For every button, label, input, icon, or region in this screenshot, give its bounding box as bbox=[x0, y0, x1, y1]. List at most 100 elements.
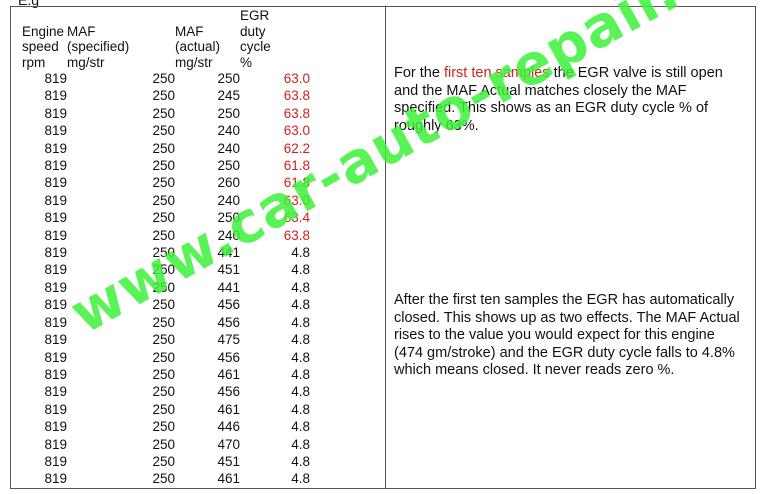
table-row: 819 250 451 4.8 bbox=[22, 453, 310, 470]
column-header-line: MAF bbox=[175, 23, 204, 39]
table-cell: 4.8 bbox=[291, 245, 310, 261]
table-cell: 250 bbox=[152, 210, 175, 226]
table-cell: 250 bbox=[217, 71, 240, 86]
table-cell: 250 bbox=[152, 332, 175, 348]
table-cell: 4.8 bbox=[291, 262, 310, 278]
table-cell: 819 bbox=[44, 105, 67, 121]
table-cell: 4.8 bbox=[291, 332, 310, 348]
table-cell: 250 bbox=[152, 384, 175, 400]
table-cell: 250 bbox=[152, 262, 175, 278]
table-row: 819 250 250 63.0 bbox=[22, 70, 310, 87]
table-cell: 819 bbox=[44, 245, 67, 261]
table-cell: 250 bbox=[152, 419, 175, 435]
table-cell: 819 bbox=[44, 401, 67, 417]
table-cell: 819 bbox=[44, 419, 67, 435]
column-header-line: mg/str bbox=[67, 54, 105, 70]
column-header: MAF (actual) mg/str bbox=[175, 8, 240, 70]
table-row: 819 250 250 63.8 bbox=[22, 105, 310, 122]
table-cell: 819 bbox=[44, 436, 67, 452]
column-header-line: rpm bbox=[22, 54, 46, 70]
table-cell: 250 bbox=[152, 349, 175, 365]
table-cell: 250 bbox=[152, 192, 175, 208]
table-row: 819 250 475 4.8 bbox=[22, 331, 310, 348]
note-first-samples: For the first ten samples the EGR valve … bbox=[394, 65, 744, 135]
table-cell: 451 bbox=[217, 453, 240, 469]
table-cell: 240 bbox=[217, 140, 240, 156]
table-cell: 819 bbox=[44, 140, 67, 156]
table-cell: 819 bbox=[44, 262, 67, 278]
data-table: Engine speed rpm MAF (specified) mg/str MAF (ac… bbox=[22, 8, 310, 488]
table-cell: 456 bbox=[217, 349, 240, 365]
table-row: 819 250 456 4.8 bbox=[22, 349, 310, 366]
table-row: 819 250 240 62.2 bbox=[22, 140, 310, 157]
table-cell: 63.8 bbox=[283, 227, 310, 243]
column-header: MAF (specified) mg/str bbox=[67, 8, 175, 70]
column-header-line: duty bbox=[240, 23, 266, 39]
column-header-line: mg/str bbox=[175, 54, 213, 70]
table-cell: 819 bbox=[44, 158, 67, 174]
column-header-line: (specified) bbox=[67, 39, 130, 54]
table-cell: 61.8 bbox=[283, 158, 310, 174]
table-cell: 4.8 bbox=[291, 401, 310, 417]
table-cell: 461 bbox=[217, 401, 240, 417]
table-cell: 250 bbox=[152, 175, 175, 191]
table-row: 819 250 461 4.8 bbox=[22, 366, 310, 383]
table-cell: 456 bbox=[217, 384, 240, 400]
table-cell: 260 bbox=[217, 175, 240, 191]
table-cell: 250 bbox=[217, 210, 240, 226]
table-cell: 250 bbox=[152, 436, 175, 452]
column-header: Engine speed rpm bbox=[22, 8, 67, 70]
table-cell: 250 bbox=[152, 366, 175, 382]
column-header-line: (actual) bbox=[175, 39, 221, 54]
table-cell: 819 bbox=[44, 366, 67, 382]
table-cell: 63.8 bbox=[283, 88, 310, 104]
table-row: 819 250 260 61.8 bbox=[22, 174, 310, 191]
table-row: 819 250 456 4.8 bbox=[22, 314, 310, 331]
table-row: 819 250 461 4.8 bbox=[22, 401, 310, 418]
table-row: 819 250 240 63.0 bbox=[22, 122, 310, 139]
table-cell: 4.8 bbox=[291, 279, 310, 295]
table-row: 819 250 456 4.8 bbox=[22, 296, 310, 313]
table-row: 819 250 441 4.8 bbox=[22, 244, 310, 261]
table-cell: 819 bbox=[44, 349, 67, 365]
table-cell: 4.8 bbox=[291, 366, 310, 382]
table-cell: 4.8 bbox=[291, 436, 310, 452]
table-cell: 250 bbox=[217, 158, 240, 174]
table-cell: 441 bbox=[217, 279, 240, 295]
table-cell: 240 bbox=[217, 123, 240, 139]
table-frame bbox=[10, 6, 756, 489]
table-row: 819 250 446 4.8 bbox=[22, 418, 310, 435]
table-cell: 456 bbox=[217, 297, 240, 313]
table-row: 819 250 441 4.8 bbox=[22, 279, 310, 296]
table-cell: 63.4 bbox=[283, 210, 310, 226]
table-cell: 819 bbox=[44, 332, 67, 348]
table-row: 819 250 250 61.8 bbox=[22, 157, 310, 174]
table-cell: 456 bbox=[217, 314, 240, 330]
table-row: 819 250 250 63.4 bbox=[22, 209, 310, 226]
table-cell: 819 bbox=[44, 88, 67, 104]
table-cell: 63.0 bbox=[283, 123, 310, 139]
table-cell: 461 bbox=[217, 366, 240, 382]
table-cell: 250 bbox=[152, 158, 175, 174]
table-cell: 819 bbox=[44, 471, 67, 487]
note-text: the EGR valve is still open and the MAF … bbox=[394, 65, 723, 134]
column-header-line: EGR bbox=[240, 8, 270, 23]
table-cell: 819 bbox=[44, 210, 67, 226]
table-cell: 461 bbox=[217, 471, 240, 487]
table-cell: 4.8 bbox=[291, 349, 310, 365]
table-header-row: Engine speed rpm MAF (specified) mg/str MAF (ac… bbox=[22, 8, 310, 70]
table-cell: 4.8 bbox=[291, 453, 310, 469]
table-cell: 250 bbox=[217, 105, 240, 121]
table-cell: 819 bbox=[44, 314, 67, 330]
column-header: EGR duty cycle% bbox=[240, 8, 310, 70]
table-cell: 62.2 bbox=[283, 140, 310, 156]
table-row: 819 250 245 63.8 bbox=[22, 87, 310, 104]
table-cell: 63.8 bbox=[283, 105, 310, 121]
table-cell: 250 bbox=[152, 453, 175, 469]
table-cell: 451 bbox=[217, 262, 240, 278]
column-header-line: cycle bbox=[240, 39, 271, 54]
table-cell: 250 bbox=[152, 279, 175, 295]
table-cell: 63.0 bbox=[283, 192, 310, 208]
heading: E.g bbox=[18, 0, 40, 8]
table-row: 819 250 240 63.0 bbox=[22, 192, 310, 209]
